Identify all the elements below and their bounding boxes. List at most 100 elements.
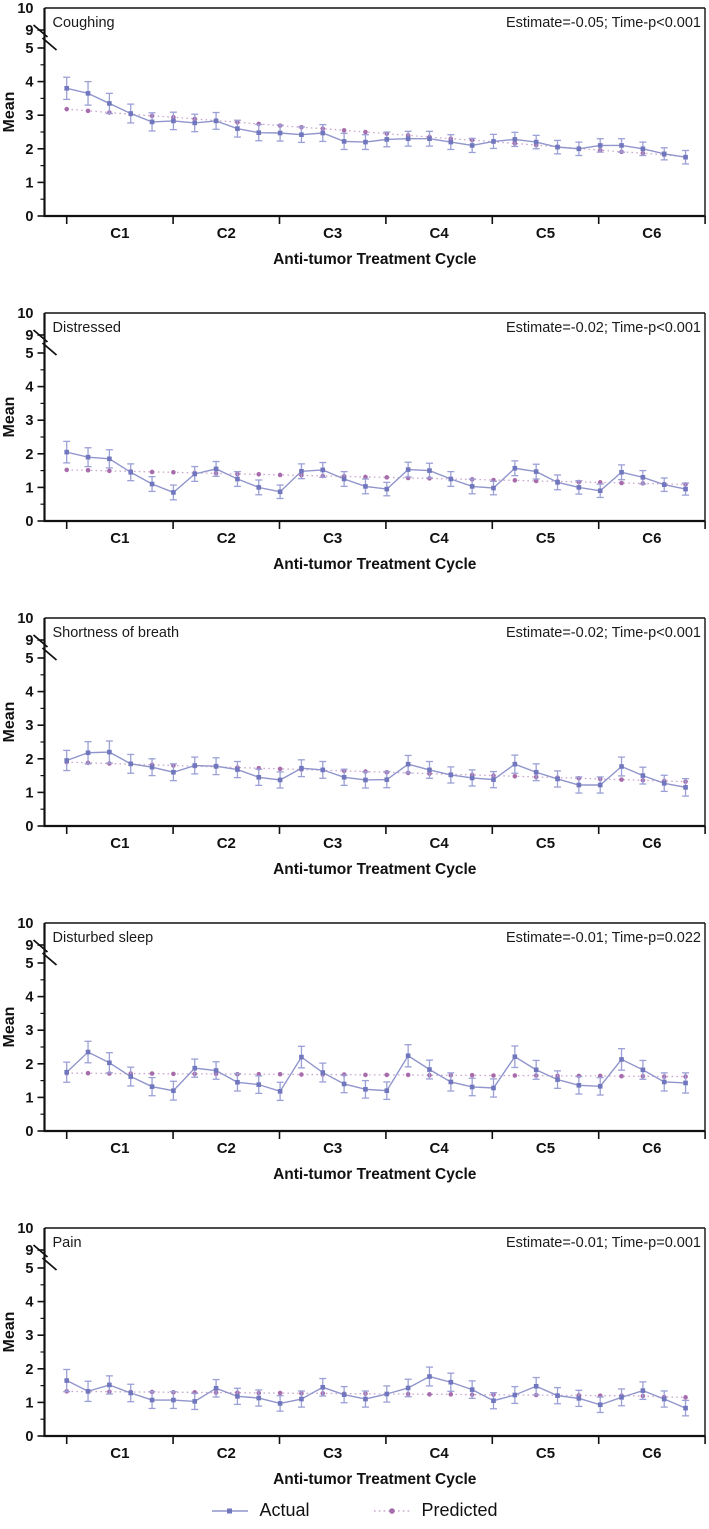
actual-point (555, 144, 560, 150)
y-tick-label: 4 (25, 75, 33, 91)
actual-point (576, 1396, 582, 1401)
y-tick-label: 9 (25, 633, 33, 649)
actual-point (469, 484, 475, 489)
actual-point (512, 465, 518, 471)
y-tick-label: 0 (25, 514, 33, 530)
actual-point (661, 151, 667, 157)
actual-point (661, 1079, 667, 1085)
x-tick-label: C1 (110, 225, 129, 242)
actual-point (107, 456, 112, 462)
actual-point (341, 476, 347, 482)
actual-point (427, 136, 432, 142)
predicted-point (491, 1073, 496, 1078)
predicted-point (149, 469, 155, 475)
actual-point (448, 1379, 454, 1385)
actual-point (85, 1389, 91, 1394)
actual-point (277, 130, 283, 136)
actual-line-marker-icon (212, 1508, 249, 1513)
y-tick-label: 1 (25, 1395, 33, 1411)
predicted-point (341, 128, 347, 133)
y-tick-label: 1 (25, 1090, 33, 1106)
x-tick-label: C6 (642, 1140, 661, 1157)
y-axis-title: Mean (1, 702, 18, 743)
predicted-point (256, 471, 262, 477)
y-tick-label: 9 (25, 328, 33, 344)
actual-point (64, 1378, 69, 1383)
actual-point (576, 782, 582, 788)
predicted-point (427, 1392, 432, 1397)
actual-point (491, 1085, 496, 1091)
actual-point (213, 763, 219, 769)
axis-break-mark (41, 342, 58, 356)
actual-point (299, 468, 304, 474)
y-tick-label: 1 (25, 175, 33, 191)
actual-point (533, 769, 539, 775)
actual-line (66, 87, 686, 158)
actual-point (277, 1089, 283, 1094)
panel-annotation: Estimate=-0.05; Time-p<0.001 (506, 15, 701, 31)
actual-point (405, 1385, 411, 1391)
actual-point (256, 774, 262, 780)
actual-point (341, 774, 347, 780)
actual-point (427, 468, 432, 473)
y-axis-title: Mean (1, 397, 18, 438)
actual-point (149, 119, 155, 125)
actual-point (85, 91, 91, 96)
chart-canvas-pain: 0 1 2 3 4 5 9 10 C1 C2 C3 C4 C5 C6 Pain Estimate=-0.01;… (1, 1221, 706, 1488)
predicted-point (299, 1072, 304, 1077)
y-tick-label: 2 (25, 142, 33, 158)
actual-point (512, 137, 518, 142)
chart-section-distressed: 0 1 2 3 4 5 9 10 C1 C2 C3 C4 C5 C6 Distressed Estimate=… (0, 305, 709, 610)
axis-break-mark (41, 1257, 58, 1271)
actual-point (555, 776, 560, 782)
predicted-point (277, 1071, 283, 1077)
chart-canvas-shortness-of-breath: 0 1 2 3 4 5 9 10 C1 C2 C3 C4 C5 C6 Shortness of breath… (1, 611, 706, 878)
predicted-line (66, 469, 686, 486)
predicted-point (64, 467, 69, 473)
x-tick-label: C6 (642, 835, 661, 852)
y-tick-label: 9 (25, 23, 33, 39)
predicted-point (277, 472, 283, 478)
actual-point (640, 773, 646, 778)
actual-point (469, 775, 475, 781)
actual-point (64, 86, 69, 91)
predicted-point (64, 106, 69, 112)
actual-point (235, 1079, 240, 1085)
actual-point (619, 469, 624, 475)
actual-point (619, 143, 624, 148)
x-tick-label: C6 (642, 225, 661, 242)
actual-point (469, 143, 475, 148)
predicted-point (619, 480, 624, 486)
axis-break-mark (41, 37, 58, 51)
y-tick-label: 4 (25, 380, 33, 396)
actual-point (405, 1053, 411, 1059)
predicted-line (66, 108, 686, 158)
y-tick-label: 5 (25, 41, 33, 57)
actual-point (363, 484, 368, 489)
predicted-point (619, 777, 624, 782)
actual-point (640, 1388, 646, 1393)
x-axis-title: Anti-tumor Treatment Cycle (273, 556, 477, 573)
y-tick-label: 10 (17, 916, 33, 932)
actual-point (640, 1067, 646, 1073)
predicted-dotted-marker-icon (374, 1507, 411, 1514)
actual-point (597, 1084, 603, 1089)
x-tick-label: C5 (536, 835, 555, 852)
legend-item-actual: Actual (211, 1500, 309, 1521)
actual-point (256, 1082, 262, 1087)
actual-point (320, 1384, 326, 1390)
y-tick-label: 4 (25, 685, 33, 701)
chart-section-shortness-of-breath: 0 1 2 3 4 5 9 10 C1 C2 C3 C4 C5 C6 Shortness of breath… (0, 610, 709, 915)
actual-point (384, 486, 390, 492)
actual-point (341, 1081, 347, 1087)
actual-point (320, 767, 326, 773)
y-tick-label: 10 (17, 1221, 33, 1237)
legend: Actual Predicted (0, 1492, 709, 1529)
actual-line (66, 1375, 686, 1409)
x-axis-title: Anti-tumor Treatment Cycle (273, 251, 477, 268)
x-tick-label: C1 (110, 1445, 129, 1462)
panel-title: Pain (53, 1235, 82, 1251)
y-tick-label: 9 (25, 938, 33, 954)
actual-line (66, 1051, 686, 1093)
actual-point (85, 750, 91, 756)
